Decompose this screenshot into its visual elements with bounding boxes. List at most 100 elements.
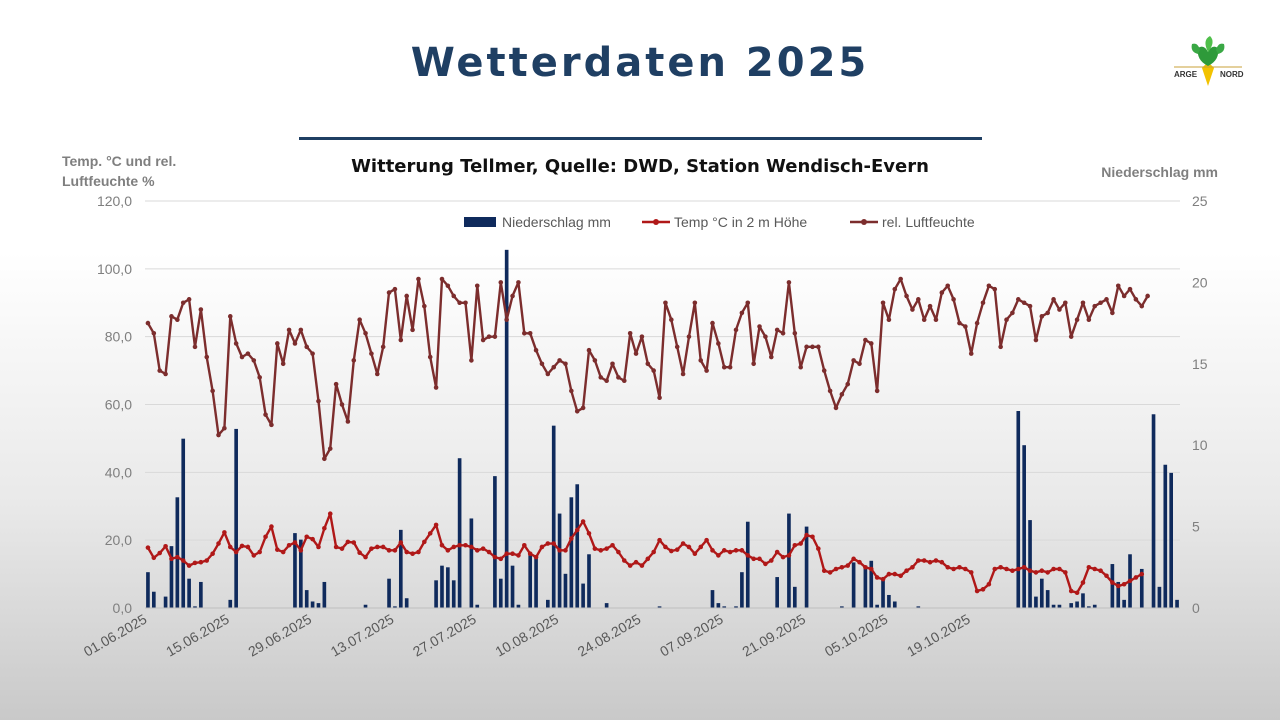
arge-nord-logo: ARGE NORD — [1174, 36, 1244, 86]
humidity-point — [145, 320, 151, 326]
temperature-point — [1139, 571, 1145, 577]
temperature-point — [804, 532, 809, 538]
y-right-tick-label: 15 — [1192, 356, 1208, 372]
temperature-point — [163, 543, 168, 549]
precipitation-bar — [1028, 520, 1032, 608]
temperature-point — [745, 553, 751, 558]
left-axis-label-line2: Luftfeuchte % — [62, 173, 155, 189]
precipitation-bar — [228, 599, 233, 608]
humidity-point — [951, 297, 956, 302]
humidity-point — [339, 402, 345, 407]
temperature-point — [974, 588, 980, 594]
humidity-point — [186, 297, 192, 302]
precipitation-bar — [710, 590, 715, 608]
temperature-point — [1080, 580, 1086, 585]
temperature-point — [410, 551, 415, 557]
temperature-point — [592, 546, 598, 551]
y-left-tick-label: 120,0 — [97, 193, 132, 209]
humidity-point — [492, 334, 498, 339]
temperature-point — [498, 556, 504, 562]
humidity-point — [986, 283, 992, 289]
humidity-point — [1121, 293, 1127, 299]
temperature-point — [269, 524, 274, 529]
humidity-point — [269, 422, 274, 428]
temperature-point — [227, 544, 233, 550]
humidity-point — [580, 405, 586, 411]
humidity-point — [939, 290, 945, 295]
humidity-point — [163, 371, 168, 377]
humidity-point — [945, 283, 951, 289]
temperature-point — [892, 571, 898, 577]
temperature-point — [245, 544, 251, 550]
temperature-point — [1045, 570, 1050, 575]
humidity-point — [1045, 310, 1050, 316]
left-axis-label-line1: Temp. °C und rel. — [62, 153, 176, 169]
precipitation-bar — [1087, 606, 1091, 608]
humidity-point — [1133, 297, 1139, 302]
temperature-point — [192, 560, 198, 566]
humidity-point — [298, 327, 304, 333]
temperature-point — [627, 563, 633, 568]
temperature-point — [298, 548, 304, 553]
legend-swatch-precipitation — [464, 217, 496, 227]
temperature-point — [651, 549, 656, 555]
temperature-point — [386, 548, 392, 553]
humidity-point — [921, 317, 927, 323]
temperature-point — [263, 534, 268, 540]
temperature-point — [727, 549, 733, 555]
temperature-point — [939, 559, 945, 565]
humidity-point — [1057, 307, 1062, 312]
temperature-point — [980, 587, 986, 592]
humidity-point — [892, 286, 898, 292]
precipitation-bar — [404, 598, 409, 608]
humidity-point — [1039, 314, 1045, 319]
humidity-point — [957, 320, 962, 326]
humidity-point — [1068, 334, 1074, 339]
precipitation-bar — [1163, 464, 1168, 608]
temperature-point — [845, 563, 851, 568]
humidity-point — [180, 300, 186, 306]
temperature-point — [1039, 568, 1045, 573]
temperature-point — [1021, 565, 1027, 570]
humidity-point — [680, 371, 686, 377]
humidity-point — [522, 330, 527, 336]
temperature-point — [427, 531, 433, 536]
humidity-point — [1092, 303, 1098, 309]
temperature-point — [833, 566, 839, 572]
humidity-point — [904, 293, 909, 299]
temperature-point — [1127, 578, 1133, 584]
x-tick-label: 13.07.2025 — [328, 611, 397, 660]
temperature-point — [357, 550, 362, 556]
humidity-point — [445, 283, 451, 289]
humidity-point — [616, 375, 621, 380]
precipitation-bar — [1069, 603, 1074, 608]
x-tick-label: 15.06.2025 — [163, 611, 232, 660]
precipitation-bar — [551, 425, 556, 608]
precipitation-bar — [151, 591, 156, 608]
temperature-point — [522, 542, 527, 548]
temperature-point — [469, 544, 474, 550]
humidity-point — [910, 307, 915, 312]
precipitation-bar — [181, 438, 186, 608]
temperature-point — [557, 548, 562, 553]
humidity-point — [998, 344, 1003, 350]
humidity-point — [151, 330, 157, 336]
temperature-point — [610, 542, 615, 548]
temperature-point — [986, 581, 992, 587]
precipitation-bar — [299, 539, 303, 608]
humidity-point — [392, 286, 398, 292]
humidity-point — [545, 371, 551, 377]
temperature-point — [451, 544, 457, 550]
humidity-point — [863, 337, 868, 343]
precipitation-bar — [1110, 564, 1115, 608]
temperature-point — [1015, 566, 1021, 572]
precipitation-bar — [498, 578, 503, 608]
precipitation-bar — [510, 565, 515, 608]
humidity-point — [1115, 283, 1121, 289]
humidity-point — [198, 307, 204, 312]
temperature-point — [257, 549, 262, 555]
precipitation-bar — [604, 603, 609, 608]
temperature-point — [927, 559, 933, 565]
humidity-point — [322, 456, 327, 462]
humidity-point — [363, 330, 368, 336]
